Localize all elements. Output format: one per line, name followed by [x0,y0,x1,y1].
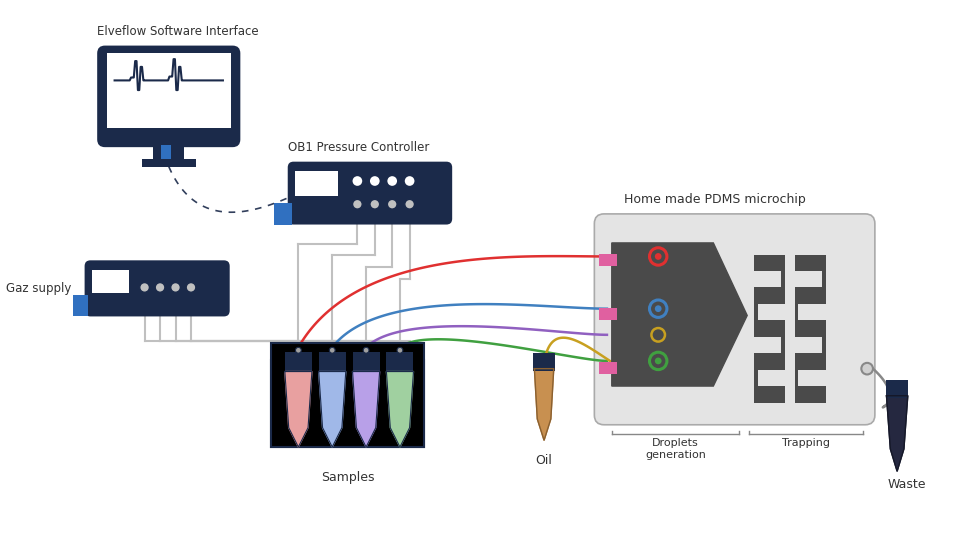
Bar [275,203,292,225]
Bar [386,352,414,372]
Polygon shape [612,243,747,386]
Bar [781,337,785,353]
Text: Waste: Waste [887,478,926,491]
Circle shape [329,347,335,353]
Text: Home made PDMS microchip: Home made PDMS microchip [624,193,806,206]
Bar [754,287,785,304]
Text: Oil: Oil [536,454,553,467]
Circle shape [352,176,362,186]
Bar [795,254,826,271]
Bar [795,304,799,320]
FancyBboxPatch shape [594,214,875,425]
Text: Elveflow Software Interface: Elveflow Software Interface [97,25,259,38]
Circle shape [352,199,362,209]
Text: Trapping: Trapping [782,438,830,448]
Bar [272,342,424,360]
Bar [822,337,826,353]
Polygon shape [352,372,379,447]
Bar [154,147,184,159]
Bar [754,386,785,402]
Bar [272,342,424,447]
Bar [599,362,616,374]
Bar [822,271,826,287]
Text: Droplets
generation: Droplets generation [645,438,706,460]
FancyBboxPatch shape [84,260,229,316]
Bar [754,254,785,271]
Bar [795,287,826,304]
Bar [142,159,196,166]
Circle shape [405,199,415,209]
Polygon shape [319,372,346,447]
Polygon shape [285,372,312,447]
Circle shape [171,282,180,292]
Bar [319,352,346,372]
FancyBboxPatch shape [97,45,240,147]
Bar [534,353,555,370]
Bar [754,370,757,386]
Text: Samples: Samples [321,471,374,484]
Bar [599,254,616,266]
Bar [795,370,799,386]
Polygon shape [386,372,414,447]
Bar [92,270,129,293]
Bar [754,304,757,320]
Bar [599,308,616,320]
Circle shape [140,282,150,292]
Bar [161,145,171,159]
Bar [73,295,88,316]
Circle shape [655,253,661,260]
Circle shape [370,199,379,209]
Text: Gaz supply: Gaz supply [6,282,71,295]
Circle shape [655,357,661,364]
Bar [795,386,826,402]
Bar [296,171,338,197]
Bar [754,353,785,370]
Bar [352,352,379,372]
Text: OB1 Pressure Controller: OB1 Pressure Controller [288,141,429,154]
Bar [285,352,312,372]
Circle shape [370,176,379,186]
Circle shape [397,347,403,353]
Circle shape [156,282,165,292]
Circle shape [296,347,301,353]
Bar [795,353,826,370]
Circle shape [861,363,873,374]
Polygon shape [535,369,554,440]
FancyBboxPatch shape [288,161,452,225]
Bar [795,320,826,337]
Circle shape [405,176,415,186]
Circle shape [388,176,397,186]
Circle shape [186,282,196,292]
Circle shape [388,199,397,209]
Circle shape [655,305,661,312]
Circle shape [363,347,369,353]
Bar [754,320,785,337]
Bar [886,380,908,397]
Polygon shape [886,396,908,471]
Bar [272,360,424,447]
Bar [781,271,785,287]
Bar [107,53,230,128]
